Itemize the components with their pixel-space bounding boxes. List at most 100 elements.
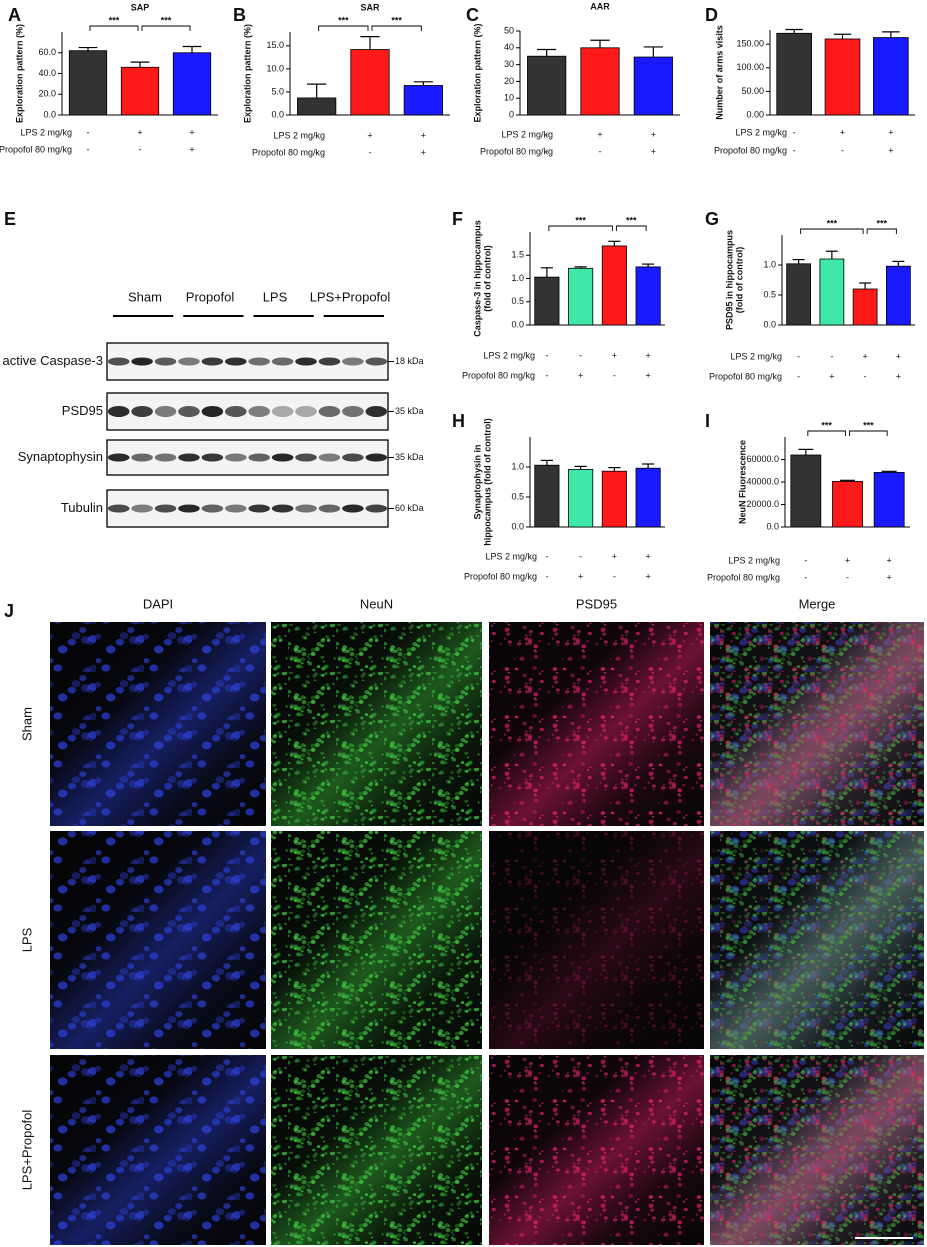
blot-row — [106, 392, 389, 431]
y-axis-label: Exploration pattern (%) — [472, 23, 482, 122]
error-bar — [590, 39, 610, 48]
y-axis-label: hippocampus (fold of control) — [482, 418, 492, 546]
condition-mark: - — [846, 572, 849, 582]
blot-band — [248, 504, 270, 513]
blot-band — [248, 453, 270, 462]
y-tick-label: 0.0 — [511, 521, 524, 531]
significance-bracket — [141, 25, 191, 31]
blot-row-label: active Caspase-3 — [3, 353, 103, 368]
chart-title: SAP — [131, 2, 150, 12]
condition-mark: - — [545, 350, 548, 360]
blot-band — [342, 406, 364, 417]
condition-label: Propofol 80 mg/kg — [709, 371, 782, 381]
condition-mark: + — [651, 129, 656, 139]
y-tick-label: 40000.0 — [746, 476, 779, 486]
blot-band — [342, 357, 364, 366]
significance-label: *** — [821, 420, 832, 430]
condition-mark: - — [804, 572, 807, 582]
blot-band — [342, 453, 364, 462]
blot-band — [365, 453, 388, 462]
condition-mark: + — [888, 145, 893, 155]
panel-letter: C — [466, 5, 479, 25]
error-bar — [540, 267, 553, 278]
panel-letter: G — [705, 209, 719, 229]
condition-mark: + — [421, 130, 426, 140]
y-tick-label: 0.5 — [763, 289, 776, 299]
y-tick-label: 1.0 — [763, 259, 776, 269]
channel-header: NeuN — [360, 596, 393, 611]
y-tick-label: 60000.0 — [746, 454, 779, 464]
significance-label: *** — [827, 218, 838, 228]
blot-row — [106, 439, 389, 476]
micrograph-layer — [50, 1055, 266, 1245]
y-tick-label: 10.0 — [266, 63, 284, 73]
micrograph-layer — [489, 831, 704, 1049]
error-bar — [798, 448, 814, 455]
condition-mark: - — [545, 146, 548, 156]
condition-mark: - — [315, 130, 318, 140]
bar — [534, 276, 560, 326]
group-label: LPS+Propofol — [310, 289, 391, 304]
bar — [635, 266, 661, 326]
y-tick-label: 1.0 — [511, 461, 524, 471]
bar — [297, 97, 337, 116]
y-tick-label: 40.0 — [38, 68, 56, 78]
condition-mark: - — [613, 370, 616, 380]
condition-mark: + — [645, 350, 650, 360]
panel-letter: E — [4, 209, 16, 229]
channel-header: PSD95 — [576, 596, 617, 611]
blot-band — [178, 357, 200, 366]
condition-mark: + — [887, 555, 892, 565]
bar — [350, 49, 390, 116]
error-bar — [608, 240, 621, 246]
error-bar — [643, 46, 663, 58]
y-tick-label: 30 — [504, 59, 514, 69]
group-label: LPS — [263, 289, 288, 304]
condition-mark: - — [864, 371, 867, 381]
y-axis-label: Exploration pattern (%) — [14, 24, 24, 123]
significance-label: *** — [575, 215, 586, 225]
y-tick-label: 15.0 — [266, 40, 284, 50]
bar — [527, 55, 567, 116]
bar — [601, 470, 627, 528]
condition-mark: + — [829, 371, 834, 381]
blot-band — [248, 406, 270, 417]
bar — [886, 265, 911, 326]
blot-row-label: Synaptophysin — [18, 449, 103, 464]
panel-letter: A — [8, 5, 21, 25]
condition-mark: - — [579, 551, 582, 561]
condition-mark: - — [545, 129, 548, 139]
micrograph — [50, 831, 266, 1049]
error-bar — [882, 31, 900, 38]
bar — [568, 267, 594, 326]
micrograph-layer — [50, 622, 266, 826]
group-label: LPS+Propofol — [19, 1110, 34, 1191]
condition-mark: - — [545, 370, 548, 380]
blot-row — [106, 342, 389, 381]
blot-band — [365, 357, 388, 366]
error-bar — [182, 45, 202, 53]
condition-mark: + — [612, 551, 617, 561]
condition-label: LPS 2 mg/kg — [501, 129, 553, 139]
micrograph-layer — [489, 622, 704, 826]
blot-row-label: PSD95 — [62, 403, 103, 418]
panel-letter: B — [233, 5, 246, 25]
y-axis-label: Exploration pattern (%) — [242, 24, 252, 123]
micrograph — [489, 1055, 704, 1245]
y-tick-label: 5.0 — [271, 86, 284, 96]
error-bar — [892, 260, 905, 267]
condition-label: Propofol 80 mg/kg — [252, 147, 325, 157]
micrograph — [710, 622, 924, 826]
error-bar — [881, 470, 897, 473]
blot-band — [154, 357, 177, 366]
blot-band — [271, 406, 294, 417]
blot-band — [365, 504, 388, 513]
condition-mark: - — [804, 555, 807, 565]
micrograph — [50, 622, 266, 826]
blot-band — [107, 406, 130, 417]
error-bar — [130, 61, 150, 68]
y-tick-label: 1.5 — [511, 250, 524, 260]
y-tick-label: 0.0 — [766, 521, 779, 531]
condition-mark: - — [87, 144, 90, 154]
channel-header: Merge — [799, 596, 836, 611]
